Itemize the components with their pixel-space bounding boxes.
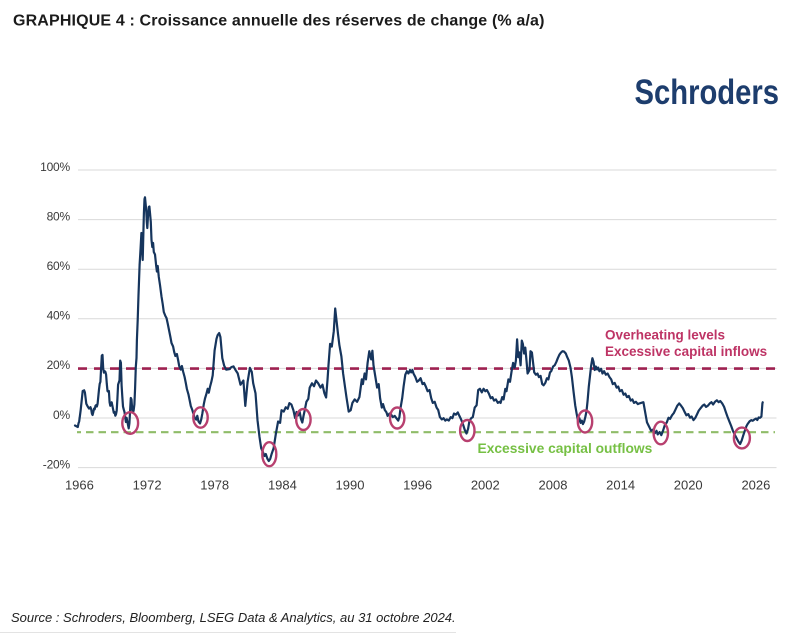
- svg-text:2014: 2014: [606, 478, 635, 493]
- svg-text:80%: 80%: [47, 209, 71, 223]
- svg-text:Schroders: Schroders: [635, 73, 780, 112]
- svg-text:2026: 2026: [741, 478, 770, 493]
- svg-text:1996: 1996: [403, 478, 432, 493]
- svg-text:-20%: -20%: [43, 457, 71, 471]
- svg-text:2008: 2008: [539, 478, 568, 493]
- svg-text:1978: 1978: [200, 478, 229, 493]
- svg-text:2020: 2020: [674, 478, 703, 493]
- svg-text:GRAPHIQUE 4 : Croissance annue: GRAPHIQUE 4 : Croissance annuelle des ré…: [13, 12, 545, 29]
- svg-text:Source : Schroders, Bloomberg,: Source : Schroders, Bloomberg, LSEG Data…: [11, 610, 456, 625]
- svg-text:60%: 60%: [47, 259, 71, 273]
- svg-text:1972: 1972: [133, 478, 162, 493]
- svg-text:Overheating levels: Overheating levels: [605, 327, 725, 342]
- svg-text:100%: 100%: [40, 160, 70, 174]
- svg-text:1984: 1984: [268, 478, 297, 493]
- svg-text:40%: 40%: [47, 309, 71, 323]
- svg-text:Excessive capital inflows: Excessive capital inflows: [605, 344, 767, 359]
- svg-text:Excessive capital outflows: Excessive capital outflows: [478, 441, 653, 456]
- svg-text:1990: 1990: [336, 478, 365, 493]
- svg-text:0%: 0%: [53, 408, 70, 422]
- svg-text:2002: 2002: [471, 478, 500, 493]
- svg-text:20%: 20%: [47, 358, 71, 372]
- svg-text:1966: 1966: [65, 478, 94, 493]
